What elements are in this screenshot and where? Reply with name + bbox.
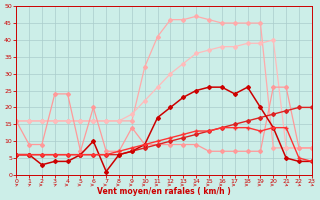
X-axis label: Vent moyen/en rafales ( km/h ): Vent moyen/en rafales ( km/h ) (97, 187, 231, 196)
